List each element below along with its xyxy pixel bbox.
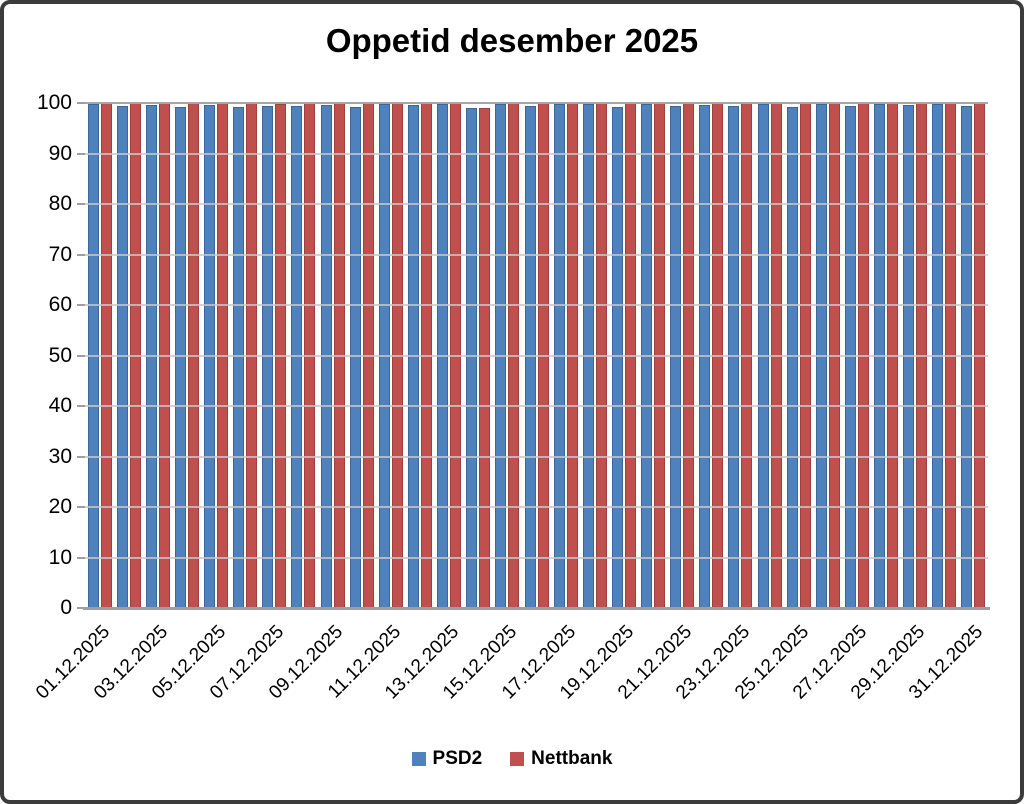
- bar-psd2-07.12.2025: [262, 106, 274, 608]
- bar-psd2-16.12.2025: [524, 105, 536, 608]
- legend-item-nettbank: Nettbank: [510, 748, 612, 770]
- y-tick-label: 0: [60, 596, 72, 619]
- bar-nettbank-14.12.2025: [479, 108, 491, 608]
- gridline-40: [85, 405, 988, 407]
- legend-label-psd2: PSD2: [432, 748, 483, 769]
- y-tick-label: 20: [48, 495, 72, 518]
- bar-psd2-14.12.2025: [466, 108, 478, 608]
- psd2-swatch-icon: [411, 752, 426, 766]
- y-tick-label: 30: [48, 444, 72, 468]
- nettbank-swatch-icon: [510, 752, 525, 766]
- y-tick-label: 50: [48, 343, 72, 367]
- x-axis-labels: 01.12.2025 03.12.2025 05.12.2025 07.12.2025…: [32, 614, 988, 739]
- y-tick-label: 10: [48, 545, 72, 569]
- gridline-30: [85, 455, 988, 458]
- plot-area: [85, 102, 988, 608]
- bar-psd2-12.12.2025: [407, 105, 419, 608]
- legend-item-psd2: PSD2: [411, 748, 483, 770]
- gridline-10: [85, 556, 988, 559]
- y-tick-mark: [77, 203, 85, 205]
- y-tick-label: 80: [48, 192, 72, 215]
- bar-psd2-04.12.2025: [174, 107, 186, 608]
- bar-psd2-08.12.2025: [291, 106, 303, 608]
- gridline-60: [85, 304, 988, 306]
- bar-psd2-21.12.2025: [670, 105, 682, 608]
- gridline-50: [85, 354, 988, 357]
- gridline-100: [85, 102, 988, 104]
- bar-psd2-09.12.2025: [320, 105, 332, 608]
- legend: PSD2 Nettbank: [0, 748, 1024, 770]
- legend-label-nettbank: Nettbank: [531, 748, 613, 769]
- y-tick-mark: [77, 152, 85, 155]
- y-tick-label: 90: [48, 141, 72, 165]
- bar-psd2-29.12.2025: [903, 105, 915, 608]
- gridline-80: [85, 203, 988, 205]
- bar-psd2-06.12.2025: [233, 107, 245, 608]
- bar-psd2-27.12.2025: [844, 106, 856, 608]
- y-tick-label: 60: [48, 293, 72, 316]
- y-tick-mark: [77, 304, 85, 306]
- y-tick-mark: [77, 102, 85, 104]
- bar-psd2-10.12.2025: [349, 107, 361, 608]
- gridline-70: [85, 253, 988, 256]
- x-axis-line: [83, 607, 990, 610]
- y-tick-mark: [77, 354, 85, 357]
- y-tick-mark: [77, 607, 85, 609]
- y-tick-mark: [77, 556, 85, 559]
- bar-psd2-25.12.2025: [786, 106, 798, 608]
- y-tick-mark: [77, 506, 85, 508]
- gridline-20: [85, 506, 988, 508]
- bar-psd2-02.12.2025: [116, 106, 128, 608]
- y-tick-mark: [77, 455, 85, 458]
- y-tick-label: 40: [48, 394, 72, 417]
- bar-psd2-23.12.2025: [728, 105, 740, 608]
- y-tick-label: 70: [48, 242, 72, 266]
- y-tick-mark: [77, 253, 85, 256]
- chart-title: Oppetid desember 2025: [325, 22, 699, 59]
- y-tick-label: 100: [36, 91, 72, 114]
- y-tick-mark: [77, 405, 85, 407]
- gridline-90: [85, 152, 988, 155]
- bar-psd2-19.12.2025: [611, 106, 623, 608]
- bar-psd2-31.12.2025: [961, 105, 973, 608]
